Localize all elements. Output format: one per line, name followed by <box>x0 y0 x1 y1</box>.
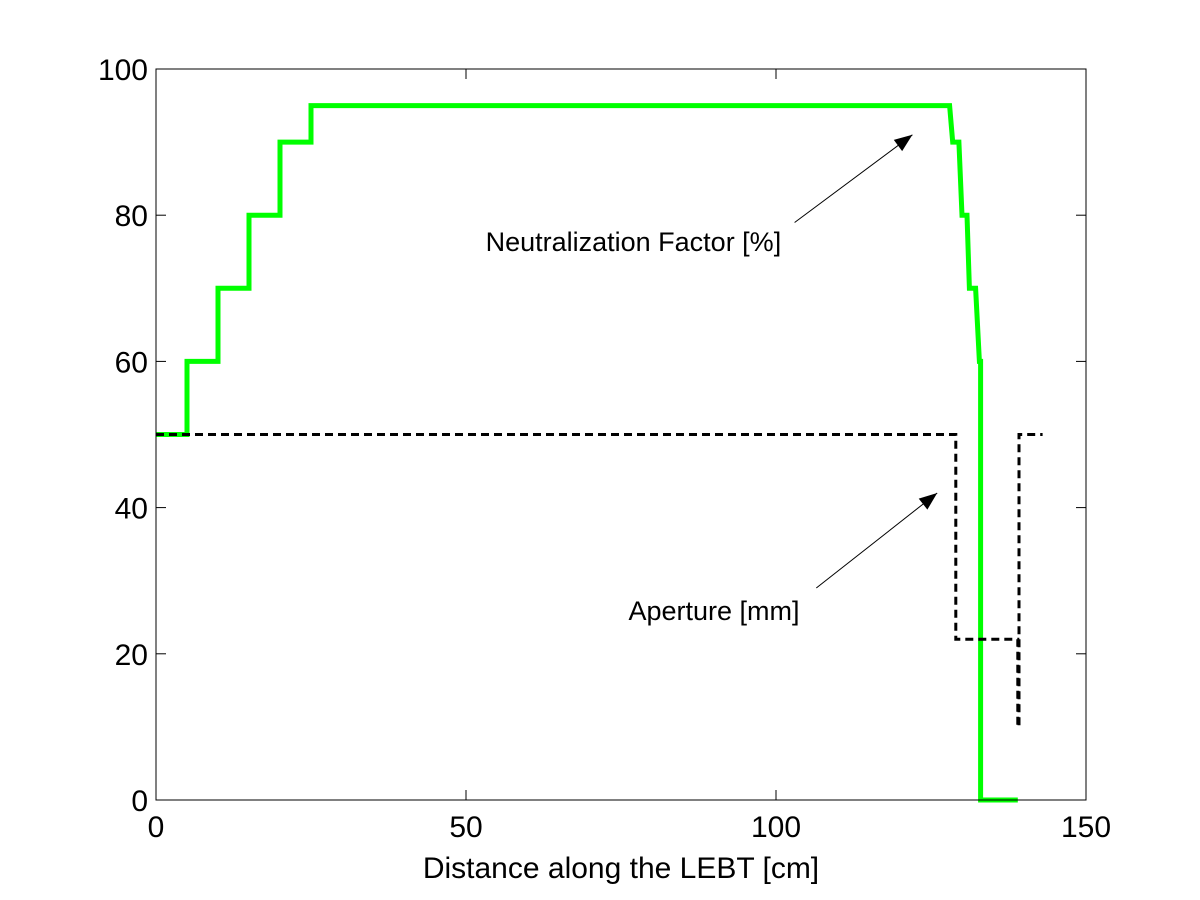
y-tick-label: 60 <box>115 346 148 379</box>
annotation-arrowhead <box>918 492 938 510</box>
series-line-aperture <box>156 433 1043 729</box>
annotation-arrowhead <box>893 134 913 152</box>
y-tick-label: 40 <box>115 493 148 526</box>
plot-area <box>156 69 1086 800</box>
series-line-neutralization <box>156 103 1018 803</box>
series-layer <box>156 103 1043 803</box>
annotation-arrow-line <box>815 492 938 589</box>
x-tick-label: 0 <box>148 811 165 844</box>
annotation-arrow-line <box>794 134 913 223</box>
x-axis-title: Distance along the LEBT [cm] <box>423 852 819 885</box>
ticks-layer: 0 50 100 150 0 20 40 60 80 100 <box>98 54 1111 844</box>
axes-box <box>155 68 1087 801</box>
annotation-layer: Neutralization Factor [%] Aperture [mm] <box>486 134 938 626</box>
x-tick-label: 150 <box>1061 811 1111 844</box>
annotation-label-neutralization: Neutralization Factor [%] <box>486 227 782 257</box>
y-tick-label: 0 <box>131 785 148 818</box>
annotation-label-aperture: Aperture [mm] <box>628 596 799 626</box>
y-tick-label: 20 <box>115 639 148 672</box>
y-tick-label: 80 <box>115 200 148 233</box>
x-tick-label: 50 <box>449 811 482 844</box>
y-tick-label: 100 <box>98 54 148 87</box>
x-tick-label: 100 <box>751 811 801 844</box>
